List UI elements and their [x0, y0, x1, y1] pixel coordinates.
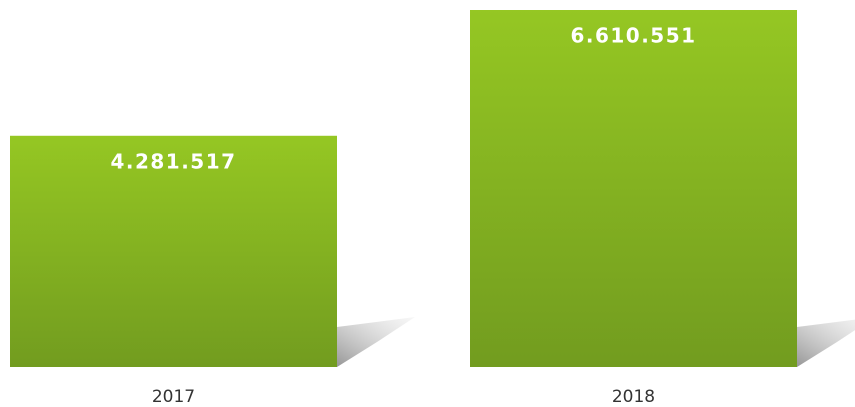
bar-shadow [337, 317, 415, 367]
value-label: 6.610.551 [570, 24, 696, 48]
bar [470, 10, 797, 367]
x-tick-label: 2017 [152, 387, 195, 407]
bar-shadow [797, 319, 855, 367]
bar [10, 135, 337, 367]
value-label: 4.281.517 [110, 149, 236, 173]
x-tick-label: 2018 [612, 387, 655, 407]
